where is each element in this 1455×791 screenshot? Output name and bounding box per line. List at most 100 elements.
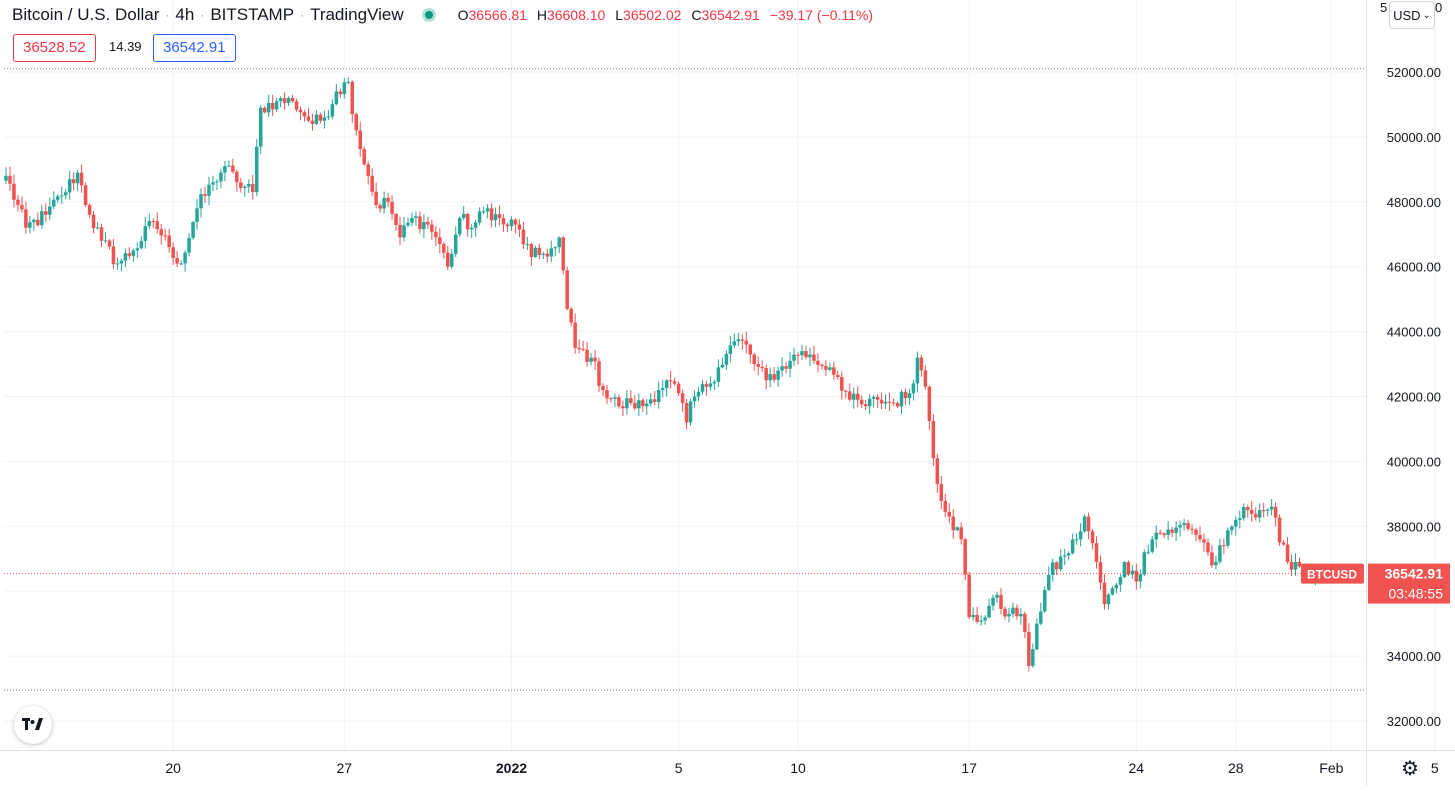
candle xyxy=(36,212,40,227)
candle-body xyxy=(1114,584,1119,589)
candle-body xyxy=(350,81,355,115)
candle-body xyxy=(1242,507,1246,519)
tradingview-logo-icon[interactable] xyxy=(14,706,52,744)
candle xyxy=(1050,558,1055,582)
symbol-legend[interactable]: Bitcoin / U.S. Dollar · 4h · BITSTAMP · … xyxy=(12,4,879,26)
candle-body xyxy=(1122,561,1127,578)
candle xyxy=(386,193,390,207)
candle xyxy=(585,342,589,367)
candle xyxy=(927,385,932,431)
candle-body xyxy=(1007,613,1011,617)
candle xyxy=(748,343,753,364)
candle xyxy=(991,594,995,611)
candle xyxy=(867,394,872,415)
candle xyxy=(485,203,490,219)
candle xyxy=(1261,502,1266,518)
currency-selector[interactable]: USD ⌄ xyxy=(1389,1,1435,29)
candle-body xyxy=(1170,529,1174,533)
candle-body xyxy=(959,527,963,540)
candle xyxy=(44,203,48,222)
y-tick-label: 34000.00 xyxy=(1387,649,1441,664)
candle xyxy=(597,357,601,392)
candle-body xyxy=(310,120,315,124)
candle xyxy=(207,176,211,206)
candle xyxy=(740,334,745,351)
exchange-label: BITSTAMP xyxy=(210,5,295,24)
candle-body xyxy=(1047,574,1051,590)
candle-body xyxy=(943,500,948,512)
candle xyxy=(919,354,924,377)
x-tick-label: 20 xyxy=(165,760,181,776)
candle xyxy=(195,199,199,230)
candle-body xyxy=(1082,516,1087,532)
candle xyxy=(1198,526,1202,543)
candle-body xyxy=(676,383,681,394)
candle-body xyxy=(565,270,569,309)
candle-body xyxy=(557,237,561,248)
candle-body xyxy=(955,527,959,531)
candle-body xyxy=(589,357,593,362)
candle xyxy=(1170,526,1174,538)
candle-body xyxy=(223,166,227,173)
scale-top-clipped-label: 5 xyxy=(1380,0,1388,15)
candle xyxy=(505,222,510,233)
gear-icon[interactable]: ⚙ xyxy=(1401,757,1419,780)
x-tick-label: 27 xyxy=(337,760,353,776)
candle xyxy=(1082,514,1087,533)
candle xyxy=(1015,604,1019,620)
candle xyxy=(151,218,156,228)
candle xyxy=(1142,549,1147,577)
candle xyxy=(497,205,502,226)
candle-body xyxy=(1150,539,1154,552)
candle-body xyxy=(135,248,140,251)
candle xyxy=(362,146,366,166)
candle-body xyxy=(879,399,884,404)
candle xyxy=(1011,602,1015,618)
candle-body xyxy=(155,221,159,230)
candle xyxy=(792,347,796,367)
candle-body xyxy=(378,205,382,209)
buy-price-button[interactable]: 36542.91 xyxy=(153,34,236,62)
candle xyxy=(987,598,991,619)
candle-body xyxy=(247,184,251,187)
x-tick-label: 10 xyxy=(790,760,806,776)
candle xyxy=(334,83,339,106)
candle xyxy=(971,607,975,621)
candle xyxy=(442,241,446,259)
candle xyxy=(346,77,351,84)
candle-body xyxy=(243,186,247,188)
candle xyxy=(851,387,856,409)
candle xyxy=(155,212,159,234)
candle-body xyxy=(931,420,936,459)
candle xyxy=(79,164,84,193)
candle xyxy=(828,362,832,372)
candle-body xyxy=(1086,516,1091,532)
candle xyxy=(12,174,16,208)
candle xyxy=(1249,501,1254,522)
candle-body xyxy=(119,260,124,264)
candle-body xyxy=(354,114,358,131)
candle xyxy=(418,211,422,234)
candle xyxy=(899,389,904,415)
candle xyxy=(569,306,573,327)
candle-body xyxy=(298,109,303,113)
candle-body xyxy=(840,377,844,391)
candle-body xyxy=(1234,519,1238,527)
candle-body xyxy=(87,205,92,215)
candle-body xyxy=(740,339,745,341)
candle-body xyxy=(302,112,307,117)
symbol-name[interactable]: Bitcoin / U.S. Dollar xyxy=(12,5,160,24)
candle xyxy=(999,588,1003,615)
candle-body xyxy=(362,149,366,165)
sell-price-button[interactable]: 36528.52 xyxy=(13,34,96,62)
candle xyxy=(302,110,307,122)
interval-label[interactable]: 4h xyxy=(175,5,195,24)
candle-body xyxy=(179,263,183,265)
candle-body xyxy=(951,516,955,531)
candle-body xyxy=(911,383,916,394)
candle xyxy=(664,379,669,397)
candle-body xyxy=(151,221,156,223)
candle xyxy=(1094,536,1099,569)
